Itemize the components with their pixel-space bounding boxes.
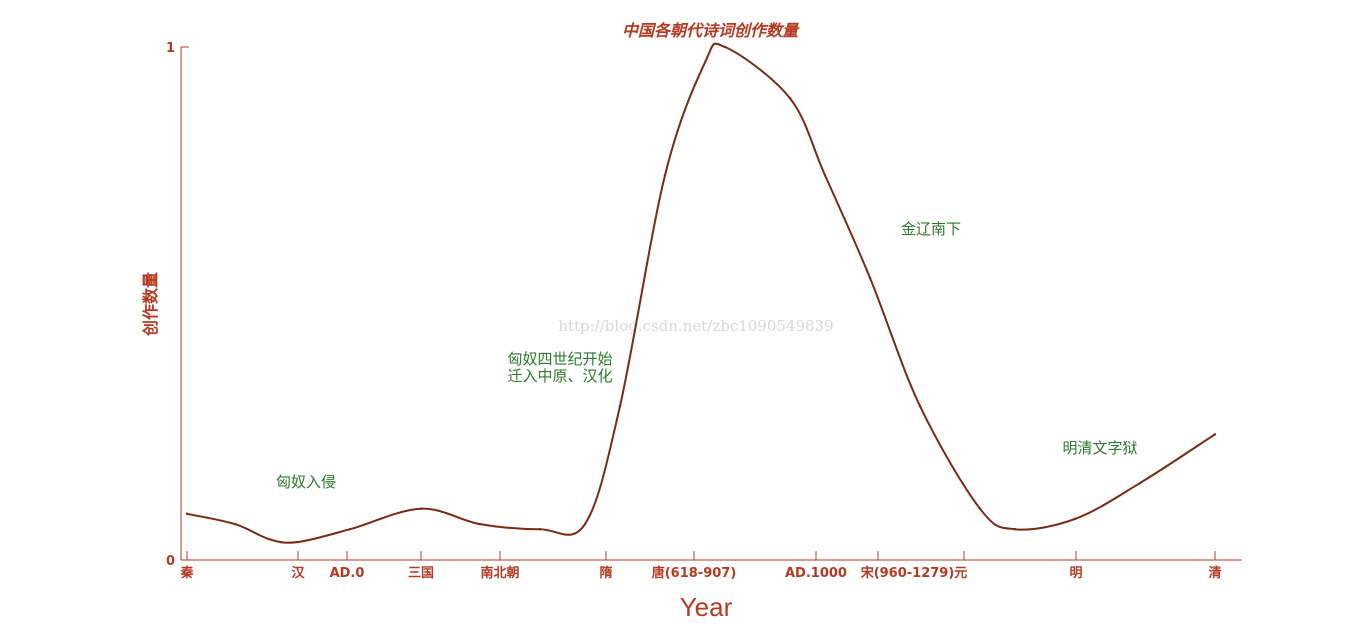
x-tick-label: 秦 — [179, 565, 194, 581]
data-point — [1138, 481, 1142, 485]
chart-title: 中国各朝代诗词创作数量 — [622, 21, 800, 40]
y-tick-label: 0 — [166, 554, 175, 569]
data-point — [296, 540, 300, 544]
series-line — [186, 42, 1216, 544]
data-point — [268, 538, 272, 541]
data-point — [185, 512, 189, 516]
data-point — [478, 522, 482, 526]
x-tick-label: 三国 — [408, 566, 434, 581]
watermark: http://blog.csdn.net/zbc1090549839 — [558, 317, 833, 335]
data-point — [583, 522, 587, 526]
data-point — [1073, 517, 1077, 521]
data-point — [703, 61, 707, 64]
x-tick-label: 唐(618-907) — [652, 565, 737, 581]
data-point — [868, 276, 872, 280]
annotation-jin-liao-south: 金辽南下 — [901, 220, 961, 238]
data-point — [978, 507, 982, 510]
data-point — [348, 528, 352, 531]
x-ticks: 秦 汉 AD.0 三国 南北朝 隋 唐(618-907) AD.1000 宋(960-1279)… — [179, 551, 1222, 581]
x-tick-label: 宋(960-1279)元 — [860, 565, 968, 581]
y-axis-label: 创作数量 — [141, 272, 160, 337]
data-points — [185, 45, 1217, 544]
annotation-xiongnu-invasion: 匈奴入侵 — [276, 473, 336, 491]
x-tick-label: 清 — [1208, 565, 1221, 581]
data-point — [823, 174, 827, 177]
data-point — [1213, 433, 1217, 436]
annotation-xiongnu-migration-line2: 迁入中原、汉化 — [507, 367, 612, 385]
x-tick-label: 汉 — [291, 565, 305, 581]
data-point — [233, 522, 237, 526]
data-point — [663, 174, 667, 177]
data-point — [538, 528, 542, 531]
x-tick-label: 隋 — [599, 565, 612, 581]
y-ticks: 01 — [166, 41, 189, 569]
x-tick-label: AD.1000 — [785, 566, 847, 581]
data-point — [918, 404, 922, 408]
x-tick-label: 明 — [1069, 566, 1082, 581]
annotation-ming-qing-literary-inquisition: 明清文字狱 — [1062, 439, 1137, 457]
x-tick-label: 南北朝 — [480, 565, 519, 581]
y-tick-label: 1 — [166, 41, 175, 56]
data-point — [1013, 528, 1017, 531]
data-point — [788, 97, 792, 100]
annotation-xiongnu-migration-line1: 匈奴四世纪开始 — [507, 350, 612, 368]
data-point — [618, 404, 622, 408]
data-point — [419, 507, 423, 510]
x-tick-label: AD.0 — [330, 566, 365, 581]
data-point — [723, 45, 727, 49]
x-axis-label: Year — [680, 592, 733, 622]
